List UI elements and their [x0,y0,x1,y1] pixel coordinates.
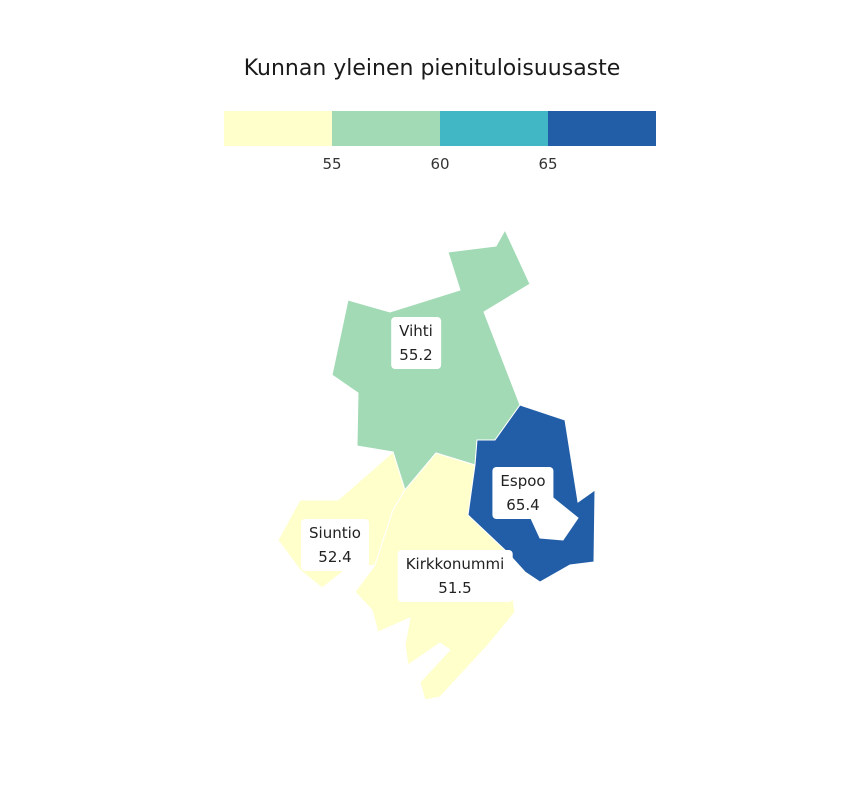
label-kirkkonummi: Kirkkonummi 51.5 [397,550,513,602]
label-espoo-name: Espoo [500,472,546,490]
label-espoo: Espoo 65.4 [492,467,554,519]
legend-bin-1 [224,111,332,146]
label-siuntio: Siuntio 52.4 [301,519,369,571]
legend-break-55: 55 [322,155,342,173]
label-vihti-value: 55.2 [399,346,433,364]
label-siuntio-name: Siuntio [309,524,361,542]
legend-bin-2 [332,111,440,146]
legend-break-65: 65 [538,155,558,173]
label-siuntio-value: 52.4 [318,548,352,566]
map-title: Kunnan yleinen pienituloisuusaste [243,56,621,81]
label-vihti-name: Vihti [399,322,433,340]
label-kirkkonummi-name: Kirkkonummi [405,555,505,573]
label-kirkkonummi-value: 51.5 [438,579,472,597]
legend-break-60: 60 [430,155,450,173]
label-espoo-value: 65.4 [506,496,540,514]
color-legend [224,111,656,146]
label-vihti: Vihti 55.2 [391,317,441,369]
legend-bin-3 [440,111,548,146]
legend-bin-4 [548,111,656,146]
